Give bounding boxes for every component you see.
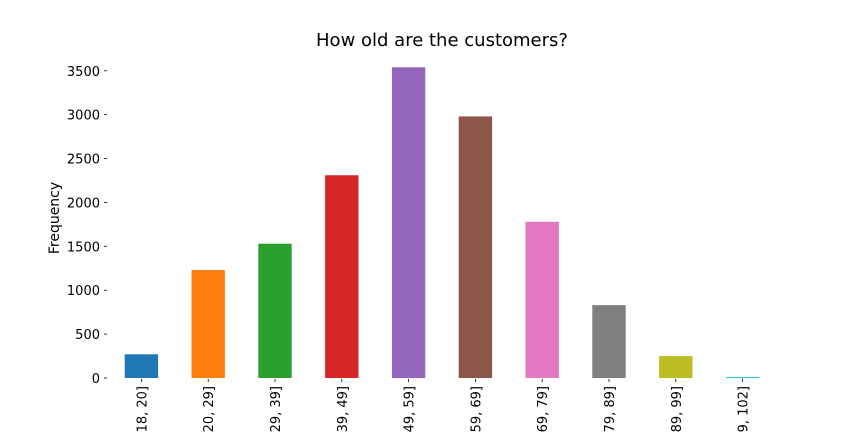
bar	[191, 270, 225, 378]
x-tick-label: (49, 59]	[403, 386, 418, 432]
y-tick-label: 500	[75, 328, 100, 343]
chart-title: How old are the customers?	[316, 30, 568, 51]
bar	[592, 305, 626, 378]
x-tick-label: (20, 29]	[202, 386, 217, 432]
x-axis: (18, 20] (20, 29] (29, 39] (39, 49] (49, 59]…	[135, 379, 752, 432]
bar	[458, 116, 493, 378]
x-tick-label: (59, 69]	[469, 386, 484, 432]
y-axis-label: Frequency	[47, 182, 63, 254]
bar	[659, 356, 693, 378]
y-tick-label: 3500	[67, 65, 100, 80]
y-tick-label: 0	[92, 372, 100, 387]
y-tick-label: 1500	[67, 240, 100, 255]
x-tick-label: (39, 49]	[336, 386, 351, 432]
bar	[391, 67, 426, 379]
x-tick-label: (18, 20]	[135, 386, 150, 432]
x-tick-label: (89, 99]	[670, 386, 685, 432]
x-tick-label: (69, 79]	[536, 386, 551, 432]
x-tick-label: (29, 39]	[269, 386, 284, 432]
bar	[124, 354, 159, 378]
y-tick-label: 2500	[67, 153, 100, 168]
x-tick-label: (99, 102]	[737, 386, 752, 432]
x-tick-label: (79, 89]	[603, 386, 618, 432]
bar	[325, 175, 359, 378]
y-axis: 0 500 1000 1500 2000 2500 3000 3500	[67, 65, 107, 387]
bar	[725, 377, 760, 379]
bar	[258, 243, 292, 378]
y-tick-label: 3000	[67, 109, 100, 124]
bar	[525, 221, 559, 378]
y-tick-label: 2000	[67, 196, 100, 211]
bars	[124, 67, 760, 379]
y-tick-label: 1000	[67, 284, 100, 299]
